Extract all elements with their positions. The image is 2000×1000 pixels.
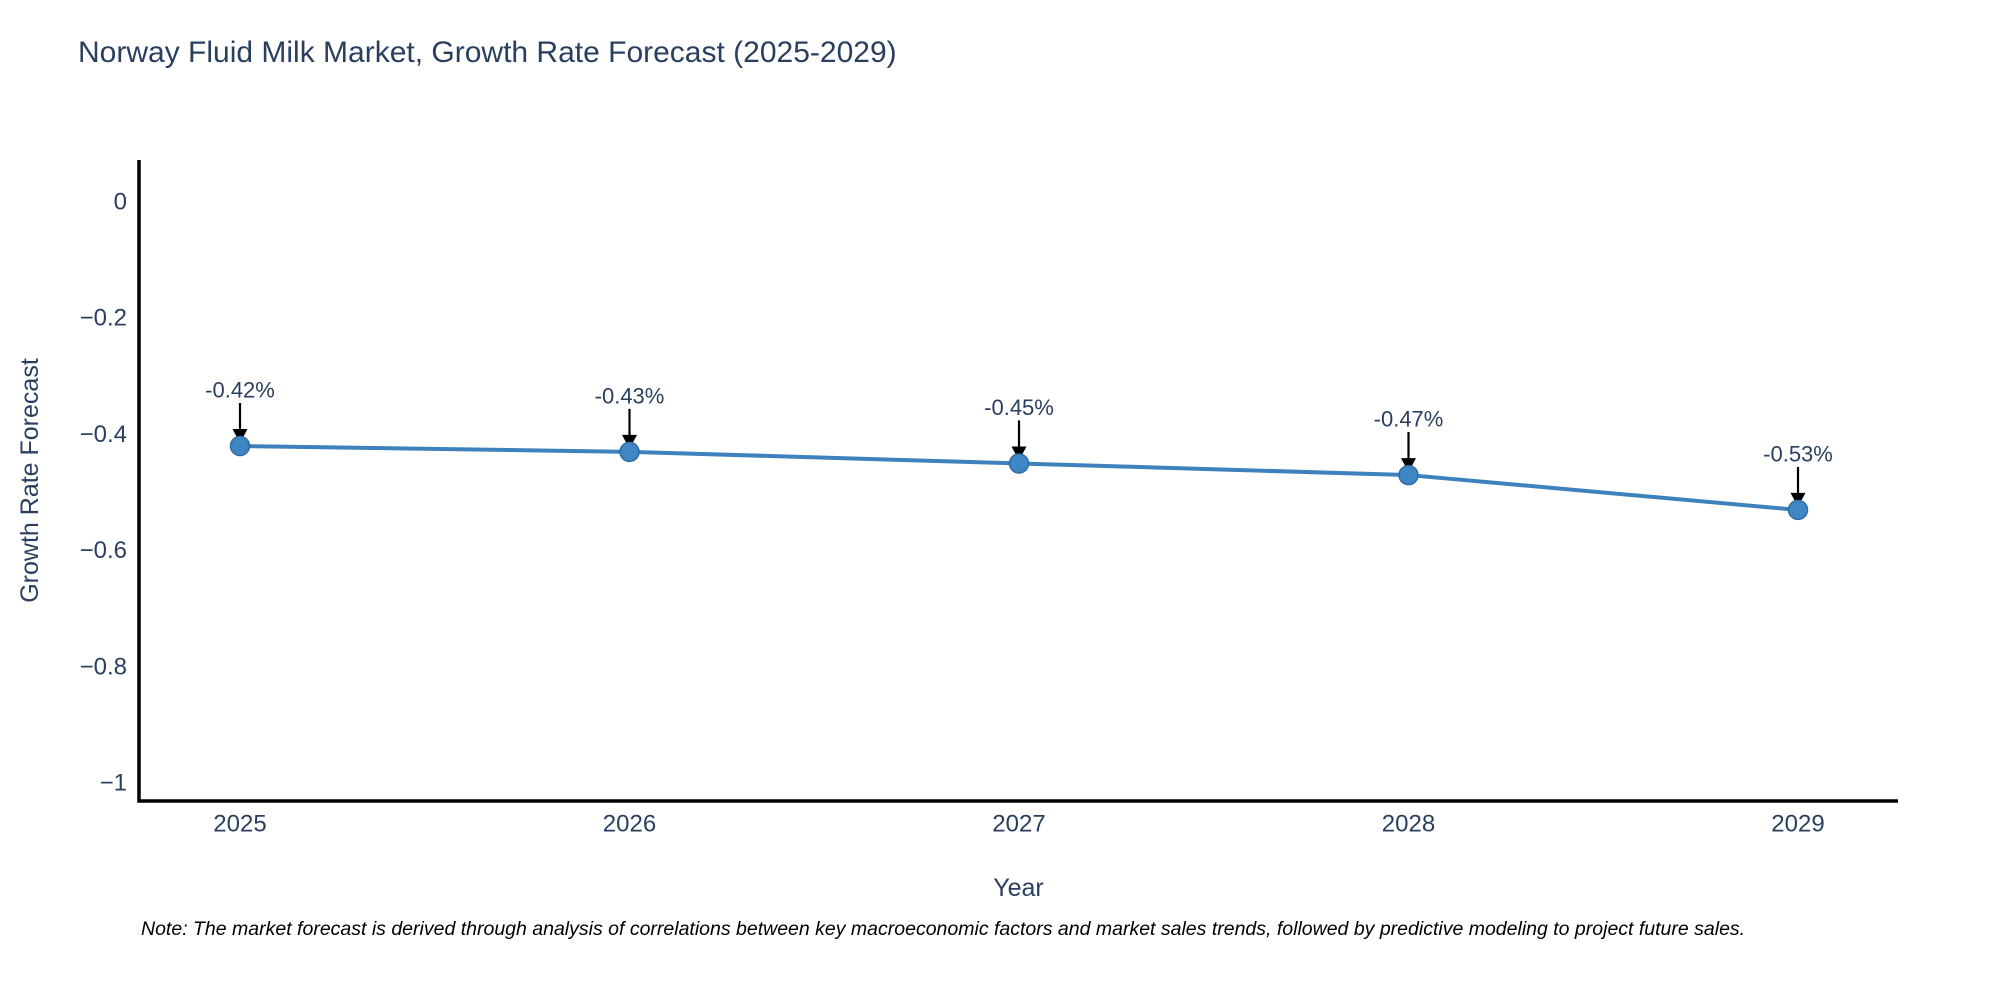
point-annotation-label: -0.45% — [984, 395, 1054, 420]
point-annotation-label: -0.42% — [205, 378, 275, 403]
y-tick-label: −0.4 — [80, 421, 127, 448]
y-tick-label: −0.2 — [80, 305, 127, 332]
data-point-marker[interactable] — [1398, 464, 1419, 486]
x-axis-title: Year — [993, 874, 1044, 902]
axis-lines — [137, 160, 1898, 803]
y-tick-label: −0.6 — [80, 537, 127, 564]
x-tick-label: 2028 — [1382, 811, 1435, 838]
chart-footnote: Note: The market forecast is derived thr… — [141, 918, 1746, 940]
y-tick-label: −1 — [100, 770, 127, 797]
x-tick-label: 2026 — [603, 811, 656, 838]
y-tick-label: −0.8 — [80, 653, 127, 680]
x-tick-label: 2027 — [992, 811, 1045, 838]
data-point-marker[interactable] — [1787, 499, 1809, 521]
chart-title: Norway Fluid Milk Market, Growth Rate Fo… — [78, 36, 897, 69]
point-annotation-label: -0.43% — [595, 383, 665, 408]
data-point-marker[interactable] — [229, 435, 251, 457]
point-annotation-label: -0.53% — [1763, 441, 1833, 466]
point-annotation-label: -0.47% — [1374, 407, 1444, 432]
data-point-marker[interactable] — [1008, 453, 1030, 474]
data-point-marker[interactable] — [619, 441, 640, 463]
y-axis-title: Growth Rate Forecast — [16, 358, 44, 603]
x-tick-label: 2029 — [1771, 811, 1824, 838]
x-tick-label: 2025 — [213, 811, 266, 838]
y-tick-label: 0 — [114, 189, 127, 216]
